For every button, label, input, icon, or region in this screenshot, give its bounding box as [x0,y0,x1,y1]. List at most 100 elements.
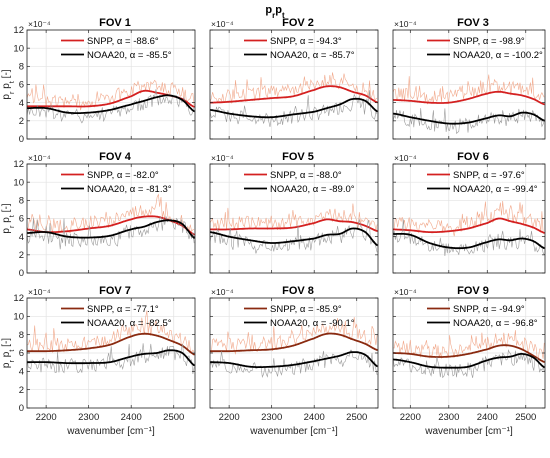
legend-entry: SNPP, α = -94.3° [270,36,342,47]
y-exponent-label: ×10⁻⁴ [394,153,417,163]
x-tick-label: 2500 [346,412,367,423]
panel-title: FOV 1 [99,17,131,29]
x-tick-label: 2400 [304,412,325,423]
y-tick-label: 8 [19,196,24,207]
y-tick-label: 6 [19,80,24,91]
legend-entry: SNPP, α = -82.0° [87,170,159,181]
series-snpp-raw-line [210,317,378,355]
panel-title: FOV 8 [282,285,314,297]
legend-entry: NOAA20, α = -81.3° [87,184,172,195]
y-tick-label: 8 [19,62,24,73]
series-snpp-line [210,332,378,353]
y-tick-label: 0 [19,134,24,145]
y-tick-label: 4 [19,232,24,243]
series-snpp-line [393,90,545,106]
panel-fov-4: 0 2 4 6 8 10 12 pr pt [-] ×10⁻⁴ FOV 4 SNPP, α = -8… [1,151,196,279]
y-tick-label: 4 [19,367,24,378]
x-tick-label: 2300 [438,412,459,423]
series-noaa20-line [393,111,545,125]
x-tick-label: 2200 [400,412,421,423]
legend-entry: NOAA20, α = -85.5° [87,50,172,61]
series-group [27,193,195,250]
series-group [27,79,195,124]
series-group [210,317,378,378]
legend-entry: SNPP, α = -97.6° [453,170,525,181]
legend-entry: NOAA20, α = -89.0° [270,184,355,195]
series-noaa20-raw-line [210,90,378,127]
panel-fov-3: ×10⁻⁴ FOV 3 SNPP, α = -98.9° NOAA20, α = -1… [392,17,546,140]
series-snpp-raw-line [27,79,195,111]
series-noaa20-line [27,219,195,239]
series-group [393,330,545,379]
y-tick-label: 12 [13,25,24,36]
y-exponent-label: ×10⁻⁴ [211,19,234,29]
series-noaa20-raw-line [27,89,195,124]
x-axis-label: wavenumber [cm⁻¹] [424,426,513,437]
legend-entry: SNPP, α = -94.9° [453,304,525,315]
y-exponent-label: ×10⁻⁴ [211,287,234,297]
series-noaa20-line [27,94,195,114]
legend-entry: SNPP, α = -88.6° [87,36,159,47]
series-snpp-line [210,85,378,104]
panel-fov-7: 0 2 4 6 8 10 12 pr pt [-] ×10⁻⁴ 2200 2300 2400 2500 w… [1,285,196,437]
series-noaa20-line [210,351,378,368]
series-noaa20-raw-line [27,343,195,375]
series-noaa20-raw-line [210,219,378,254]
x-tick-label: 2300 [261,412,282,423]
y-tick-label: 12 [13,293,24,304]
x-tick-label: 2300 [78,412,99,423]
legend-entry: NOAA20, α = -99.4° [453,184,538,195]
series-group [210,72,378,127]
x-tick-label: 2200 [219,412,240,423]
y-tick-label: 2 [19,385,24,396]
panel-fov-5: ×10⁻⁴ FOV 5 SNPP, α = -88.0° NOAA20, α = -8… [209,151,379,274]
series-snpp-line [393,344,545,363]
y-tick-label: 8 [19,330,24,341]
panel-title: FOV 3 [457,17,489,29]
x-tick-label: 2400 [477,412,498,423]
y-tick-label: 10 [13,177,24,188]
y-exponent-label: ×10⁻⁴ [28,287,51,297]
figure-title: prpt [265,4,285,20]
legend-entry: NOAA20, α = -82.5° [87,318,172,329]
y-tick-label: 4 [19,98,24,109]
series-snpp-line [210,218,378,232]
legend-entry: NOAA20, α = -100.2° [453,50,543,61]
x-tick-label: 2500 [163,412,184,423]
series-noaa20-line [210,227,378,247]
y-exponent-label: ×10⁻⁴ [394,287,417,297]
legend-entry: NOAA20, α = -85.7° [270,50,355,61]
x-axis-label: wavenumber [cm⁻¹] [66,426,155,437]
series-snpp-line [27,332,195,356]
series-snpp-raw-line [210,72,378,104]
y-exponent-label: ×10⁻⁴ [28,153,51,163]
y-exponent-label: ×10⁻⁴ [211,153,234,163]
y-tick-label: 0 [19,268,24,279]
series-group [27,310,195,375]
series-group [393,74,545,134]
legend-entry: NOAA20, α = -96.8° [453,318,538,329]
legend-entry: SNPP, α = -77.1° [87,304,159,315]
y-tick-label: 6 [19,348,24,359]
panel-title: FOV 7 [99,285,131,297]
x-tick-label: 2500 [515,412,536,423]
legend-entry: SNPP, α = -85.9° [270,304,342,315]
series-snpp-raw-line [393,74,545,105]
series-snpp-raw-line [393,330,545,360]
series-snpp-line [393,217,545,234]
series-noaa20-line [27,349,195,367]
y-tick-label: 6 [19,214,24,225]
panel-fov-6: ×10⁻⁴ FOV 6 SNPP, α = -97.6° NOAA20, α = -9… [392,151,546,274]
panel-fov-2: ×10⁻⁴ FOV 2 SNPP, α = -94.3° NOAA20, α = -8… [209,17,379,140]
y-axis-label: pr pt [-] [1,338,16,368]
y-axis-label: pr pt [-] [1,203,16,233]
legend-entry: SNPP, α = -98.9° [453,36,525,47]
series-snpp-raw-line [27,310,195,354]
panel-title: FOV 9 [457,285,489,297]
x-axis-label: wavenumber [cm⁻¹] [249,426,338,437]
series-noaa20-line [393,353,545,369]
panel-title: FOV 4 [99,151,132,163]
series-group [210,203,378,254]
